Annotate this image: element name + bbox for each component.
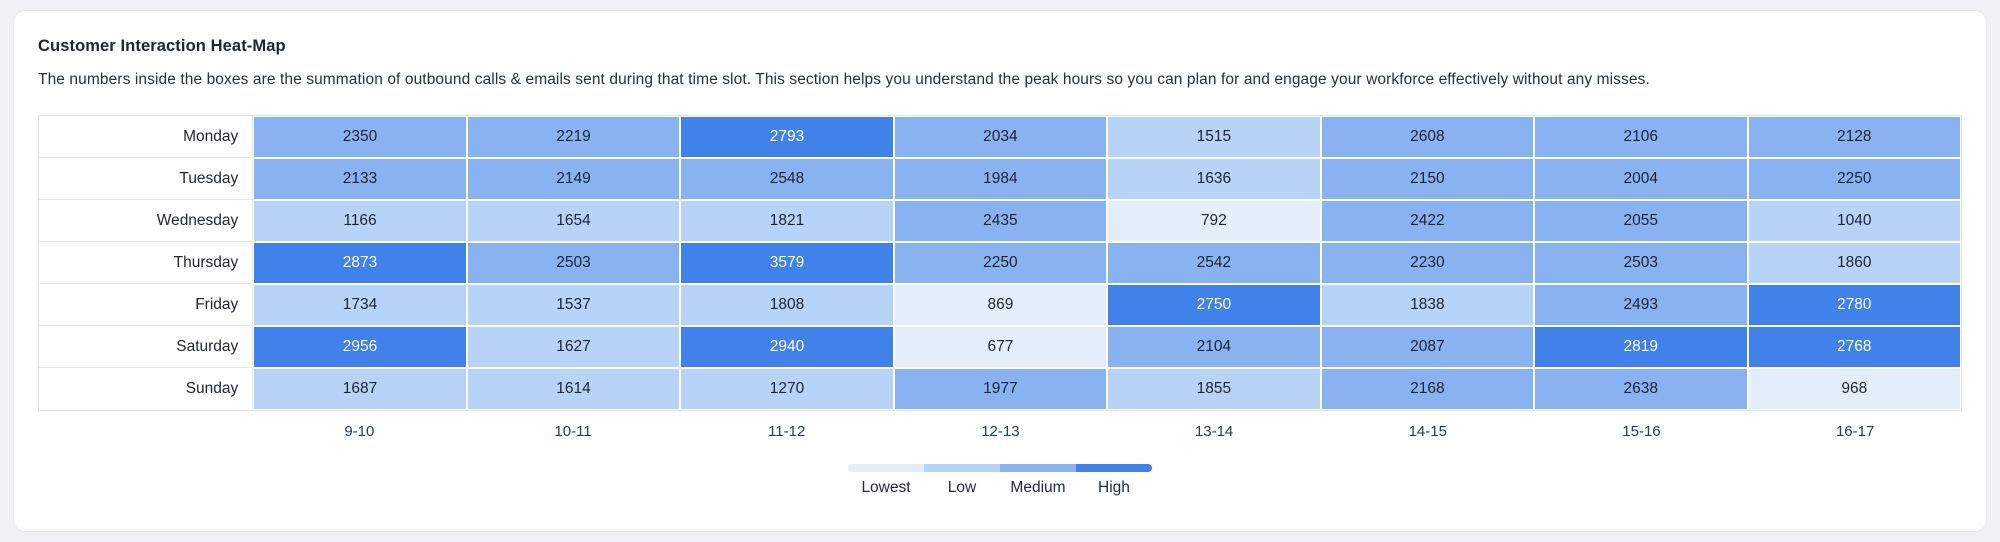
heatmap-cell: 2503: [466, 242, 681, 284]
heatmap-cell: 2034: [893, 116, 1108, 158]
day-label: Wednesday: [39, 200, 254, 242]
time-slot-label: 13-14: [1194, 423, 1234, 440]
legend-swatch-lowest: [848, 464, 924, 472]
time-slot-label: 16-17: [1835, 423, 1875, 440]
heatmap-cell: 1627: [466, 326, 681, 368]
time-slot-label: 12-13: [981, 423, 1020, 440]
time-slot-label: 15-16: [1622, 423, 1661, 440]
heatmap-cell: 1838: [1320, 284, 1535, 326]
heatmap-legend: Lowest Low Medium High: [38, 464, 1962, 497]
time-slot-label: 14-15: [1408, 423, 1447, 440]
heatmap-cell: 1855: [1107, 368, 1321, 410]
heatmap-cell: 2004: [1534, 158, 1748, 200]
legend-label: Low: [947, 479, 977, 496]
heatmap-cell: 1734: [253, 284, 467, 326]
heatmap-cell: 1636: [1107, 158, 1321, 200]
heatmap-grid: Monday 2350 2219 2793 2034 1515 2608 2106 2128 Tu…: [39, 116, 1961, 410]
heatmap-cell: 1654: [466, 200, 681, 242]
heatmap-cell: 1040: [1747, 200, 1961, 242]
heatmap-cell: 2493: [1534, 284, 1748, 326]
time-slot-label: 10-11: [554, 423, 592, 440]
heatmap-cell: 2422: [1320, 200, 1535, 242]
heatmap-cell: 2133: [253, 158, 467, 200]
day-label: Thursday: [39, 242, 254, 284]
heatmap-cell: 2150: [1320, 158, 1535, 200]
heatmap-cell: 2638: [1534, 368, 1748, 410]
legend-swatch-low: [924, 464, 1000, 472]
heatmap-cell: 2873: [253, 242, 467, 284]
heatmap-cell: 2350: [253, 116, 467, 158]
heatmap-cell: 2819: [1534, 326, 1748, 368]
heatmap-cell: 2780: [1747, 284, 1961, 326]
heatmap-cell: 2750: [1107, 284, 1321, 326]
legend-label: Medium: [1010, 479, 1066, 496]
heatmap-cell: 968: [1747, 368, 1961, 410]
heatmap-cell: 2542: [1107, 242, 1321, 284]
heatmap-cell: 2503: [1534, 242, 1748, 284]
heatmap-cell: 1166: [253, 200, 467, 242]
legend-label: High: [1098, 479, 1130, 496]
heatmap-card: Customer Interaction Heat-Map The number…: [13, 10, 1987, 532]
heatmap-cell: 2219: [466, 116, 681, 158]
heatmap-cell: 2230: [1320, 242, 1535, 284]
legend-label: Lowest: [861, 479, 911, 496]
legend-swatch-medium: [1000, 464, 1076, 472]
heatmap-cell: 2548: [680, 158, 894, 200]
heatmap-cell: 3579: [680, 242, 894, 284]
heatmap-cell: 1808: [680, 284, 894, 326]
heatmap-cell: 1515: [1107, 116, 1321, 158]
card-description: The numbers inside the boxes are the sum…: [38, 71, 1650, 88]
heatmap-cell: 2793: [680, 116, 894, 158]
day-label: Sunday: [39, 368, 254, 410]
heatmap-cell: 1537: [466, 284, 681, 326]
time-slot-label: 11-12: [768, 423, 806, 440]
heatmap-cell: 869: [893, 284, 1108, 326]
legend-bar: [848, 464, 1152, 472]
heatmap-cell: 2435: [893, 200, 1108, 242]
day-label: Tuesday: [39, 158, 254, 200]
card-title: Customer Interaction Heat-Map: [38, 37, 286, 55]
time-axis: 9-10 10-11 11-12 12-13 13-14 14-15 15-16 16-17: [38, 423, 1962, 440]
legend-swatch-high: [1076, 464, 1152, 472]
heatmap-cell: 1614: [466, 368, 681, 410]
heatmap-cell: 2055: [1534, 200, 1748, 242]
heatmap-cell: 1977: [893, 368, 1108, 410]
heatmap-cell: 2106: [1534, 116, 1748, 158]
heatmap-cell: 2087: [1320, 326, 1535, 368]
heatmap-cell: 2940: [680, 326, 894, 368]
heatmap-cell: 1984: [893, 158, 1108, 200]
heatmap-cell: 2168: [1320, 368, 1535, 410]
heatmap-cell: 2149: [466, 158, 681, 200]
heatmap-cell: 2250: [893, 242, 1108, 284]
heatmap-cell: 2956: [253, 326, 467, 368]
heatmap-cell: 2608: [1320, 116, 1535, 158]
heatmap-cell: 677: [893, 326, 1108, 368]
heatmap-cell: 1860: [1747, 242, 1961, 284]
heatmap-cell: 1687: [253, 368, 467, 410]
day-label: Friday: [39, 284, 254, 326]
day-label: Monday: [39, 116, 254, 158]
time-axis-spacer: [38, 423, 253, 440]
heatmap-cell: 2128: [1747, 116, 1961, 158]
heatmap-cell: 1821: [680, 200, 894, 242]
day-label: Saturday: [39, 326, 254, 368]
heatmap-cell: 792: [1107, 200, 1321, 242]
heatmap-table-frame: Monday 2350 2219 2793 2034 1515 2608 2106 2128 Tu…: [38, 115, 1962, 411]
heatmap-cell: 1270: [680, 368, 894, 410]
heatmap-cell: 2104: [1107, 326, 1321, 368]
time-slot-label: 9-10: [344, 423, 375, 440]
legend-labels: Lowest Low Medium High: [848, 479, 1152, 497]
heatmap-cell: 2250: [1747, 158, 1961, 200]
heatmap-cell: 2768: [1747, 326, 1961, 368]
